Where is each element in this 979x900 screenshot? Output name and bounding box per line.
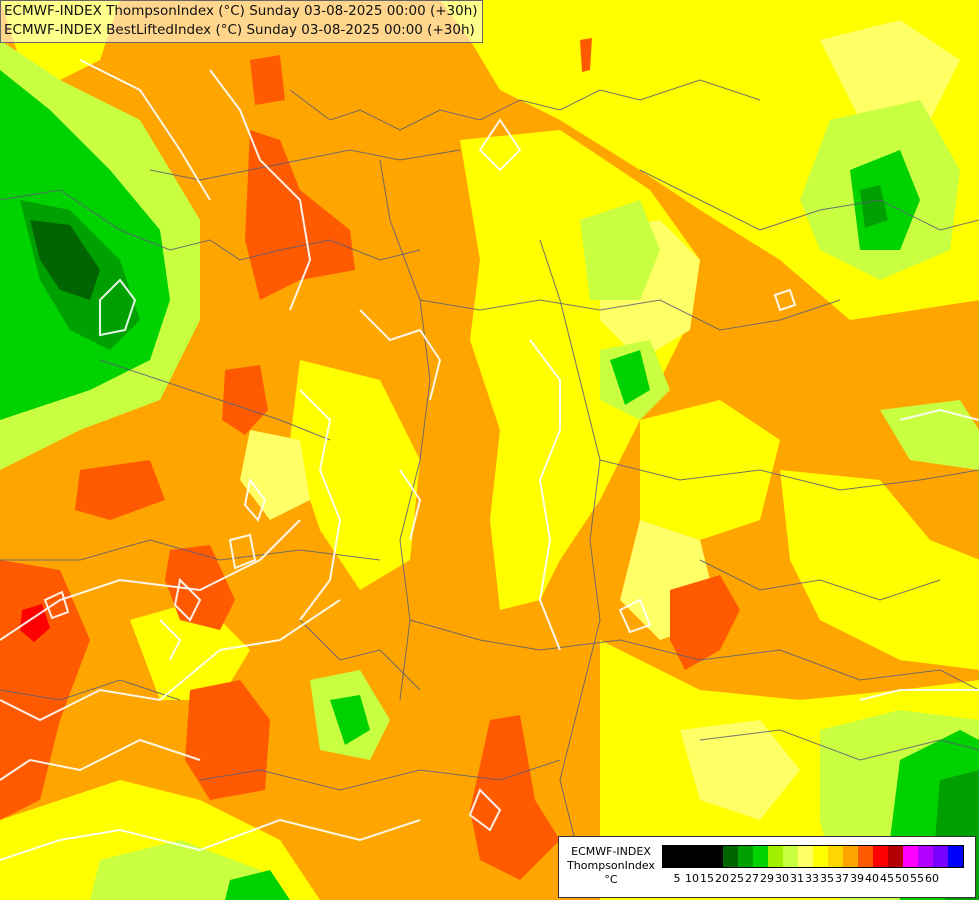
legend-swatch [768,846,783,867]
legend-tick-label: 10 [685,872,699,885]
legend-tick-label: 33 [805,872,819,885]
legend-swatches [662,845,964,868]
legend-tick-label: 15 [700,872,714,885]
legend-tick-label: 27 [745,872,759,885]
legend-swatch [708,846,723,867]
legend-tick-label: 29 [760,872,774,885]
legend-tick-label: 55 [910,872,924,885]
legend-swatch [858,846,873,867]
legend-tick-label: 40 [865,872,879,885]
legend-swatch [663,846,678,867]
legend-swatch [813,846,828,867]
map-title-line-2: ECMWF-INDEX BestLiftedIndex (°C) Sunday … [4,22,475,38]
legend-tick-label: 5 [673,872,681,885]
legend-swatch [753,846,768,867]
map-title-box: ECMWF-INDEX ThompsonIndex (°C) Sunday 03… [0,0,483,43]
legend-unit: °C [604,873,618,886]
red-areas [20,604,50,642]
legend-swatch [843,846,858,867]
legend-parameter: ThompsonIndex [567,859,655,872]
legend-swatch [723,846,738,867]
legend-ticks: 5 10 15 20 25 27 29 30 31 33 35 37 39 40 45 50 55 60 [662,872,962,886]
legend-swatch [933,846,948,867]
map-title-line-1: ECMWF-INDEX ThompsonIndex (°C) Sunday 03… [4,3,478,19]
legend-swatch [873,846,888,867]
dark-green-areas [20,185,979,900]
legend-tick-label: 37 [835,872,849,885]
legend-tick-label: 30 [775,872,789,885]
legend-swatch [918,846,933,867]
country-borders [0,79,979,861]
legend-tick-label: 39 [850,872,864,885]
legend-tick-label: 20 [715,872,729,885]
legend-tick-label: 60 [925,872,939,885]
legend-tick-label: 25 [730,872,744,885]
legend-tick-label: 50 [895,872,909,885]
legend-swatch [903,846,918,867]
legend-swatch [828,846,843,867]
legend-tick-label: 45 [880,872,894,885]
legend-swatch [888,846,903,867]
legend-swatch [693,846,708,867]
color-legend: ECMWF-INDEX ThompsonIndex °C 5 10 15 20 25 27… [558,836,976,898]
legend-swatch [783,846,798,867]
legend-swatch [798,846,813,867]
legend-swatch [738,846,753,867]
legend-label: ECMWF-INDEX ThompsonIndex °C [563,845,659,887]
legend-swatch [948,846,963,867]
lifted-index-contours [0,59,979,861]
legend-swatch [678,846,693,867]
legend-model: ECMWF-INDEX [571,845,651,858]
legend-tick-label: 35 [820,872,834,885]
legend-tick-label: 31 [790,872,804,885]
light-yellow-areas [240,20,960,820]
